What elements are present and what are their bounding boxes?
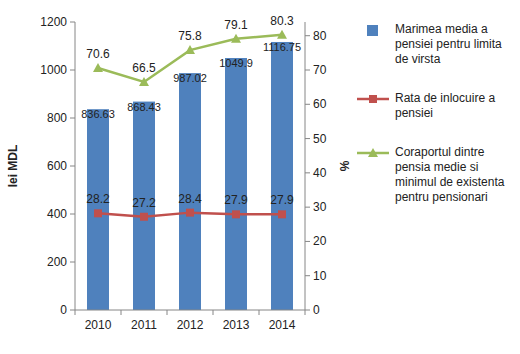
x-tick <box>213 310 214 315</box>
chart-wrap: {"chart_data": {"type": "bar", "categori… <box>0 0 520 354</box>
marker <box>139 77 149 86</box>
legend-marker <box>368 148 378 157</box>
y2-tick-label: 80 <box>313 29 327 43</box>
y2-tick <box>305 207 310 208</box>
marker <box>186 209 194 217</box>
x-tick <box>121 310 122 315</box>
y2-tick-label: 70 <box>313 63 327 77</box>
data-label: 27.9 <box>270 193 294 207</box>
legend-marker <box>369 95 377 103</box>
bar <box>271 42 293 310</box>
y-tick <box>70 118 75 119</box>
y-tick <box>70 310 75 311</box>
y-tick-label: 200 <box>47 255 67 269</box>
y2-tick-label: 30 <box>313 200 327 214</box>
marker <box>232 210 240 218</box>
y-axis-title: lei MDL <box>6 145 20 188</box>
y2-axis-title: % <box>338 160 352 171</box>
y-tick-label: 600 <box>47 159 67 173</box>
legend-item: Marimea media a pensiei pentru limita de… <box>357 22 517 67</box>
y-tick <box>70 214 75 215</box>
y-tick-label: 1000 <box>40 63 67 77</box>
bar <box>87 109 109 310</box>
y2-tick <box>305 241 310 242</box>
marker <box>277 30 287 39</box>
y2-axis <box>305 22 306 310</box>
legend-item: Coraportul dintre pensia medie si minimu… <box>357 145 517 205</box>
x-tick-label: 2014 <box>269 318 296 332</box>
y2-tick <box>305 70 310 71</box>
x-tick <box>259 310 260 315</box>
data-label: 66.5 <box>132 61 156 75</box>
legend-key <box>357 146 391 160</box>
x-tick-label: 2012 <box>177 318 204 332</box>
marker <box>185 45 195 54</box>
legend-key <box>357 23 391 37</box>
y-tick-label: 1200 <box>40 15 67 29</box>
y2-tick-label: 40 <box>313 166 327 180</box>
y2-tick-label: 0 <box>313 303 320 317</box>
data-label: 28.2 <box>86 192 110 206</box>
x-tick-label: 2013 <box>223 318 250 332</box>
y2-tick-label: 60 <box>313 97 327 111</box>
y-tick <box>70 22 75 23</box>
x-tick-label: 2010 <box>85 318 112 332</box>
y2-tick-label: 20 <box>313 234 327 248</box>
y2-tick <box>305 35 310 36</box>
data-label: 27.9 <box>224 193 248 207</box>
y2-tick <box>305 275 310 276</box>
data-label: 868.43 <box>127 101 161 113</box>
x-tick <box>75 310 76 315</box>
x-tick <box>167 310 168 315</box>
data-label: 836.63 <box>81 108 115 120</box>
marker <box>140 213 148 221</box>
y2-tick-label: 50 <box>313 132 327 146</box>
marks <box>87 30 293 310</box>
legend-text: Marimea media a pensiei pentru limita de… <box>395 22 502 66</box>
data-label: 1049.9 <box>219 57 253 69</box>
data-label: 28.4 <box>178 192 202 206</box>
y2-tick <box>305 310 310 311</box>
y2-tick <box>305 104 310 105</box>
y-tick <box>70 262 75 263</box>
data-label: 79.1 <box>224 18 248 32</box>
data-label: 70.6 <box>86 47 110 61</box>
y-tick-label: 400 <box>47 207 67 221</box>
marker <box>278 210 286 218</box>
marker <box>94 209 102 217</box>
marker <box>93 63 103 72</box>
y2-tick <box>305 138 310 139</box>
y-tick-label: 0 <box>60 303 67 317</box>
data-label: 1116.75 <box>263 41 301 53</box>
bar <box>225 58 247 310</box>
legend: Marimea media a pensiei pentru limita de… <box>357 22 517 229</box>
marker <box>231 34 241 43</box>
data-label: 80.3 <box>270 14 294 28</box>
y-tick-label: 800 <box>47 111 67 125</box>
y2-tick-label: 10 <box>313 269 327 283</box>
legend-item: Rata de inlocuire a pensiei <box>357 91 517 121</box>
data-label: 75.8 <box>178 29 202 43</box>
legend-swatch <box>367 25 378 36</box>
data-label: 27.2 <box>132 196 156 210</box>
data-labels: 836.63 868.43 987.02 1049.9 1116.75 28.2 27.2 2… <box>81 14 301 210</box>
x-tick <box>305 310 306 315</box>
x-tick-label: 2011 <box>131 318 157 332</box>
data-label: 987.02 <box>173 72 207 84</box>
y-tick <box>70 166 75 167</box>
legend-text: Coraportul dintre pensia medie si minimu… <box>395 145 504 204</box>
legend-text: Rata de inlocuire a pensiei <box>395 91 495 120</box>
y-tick <box>70 70 75 71</box>
legend-key <box>357 92 391 106</box>
y2-tick <box>305 172 310 173</box>
x-axis <box>75 310 305 311</box>
